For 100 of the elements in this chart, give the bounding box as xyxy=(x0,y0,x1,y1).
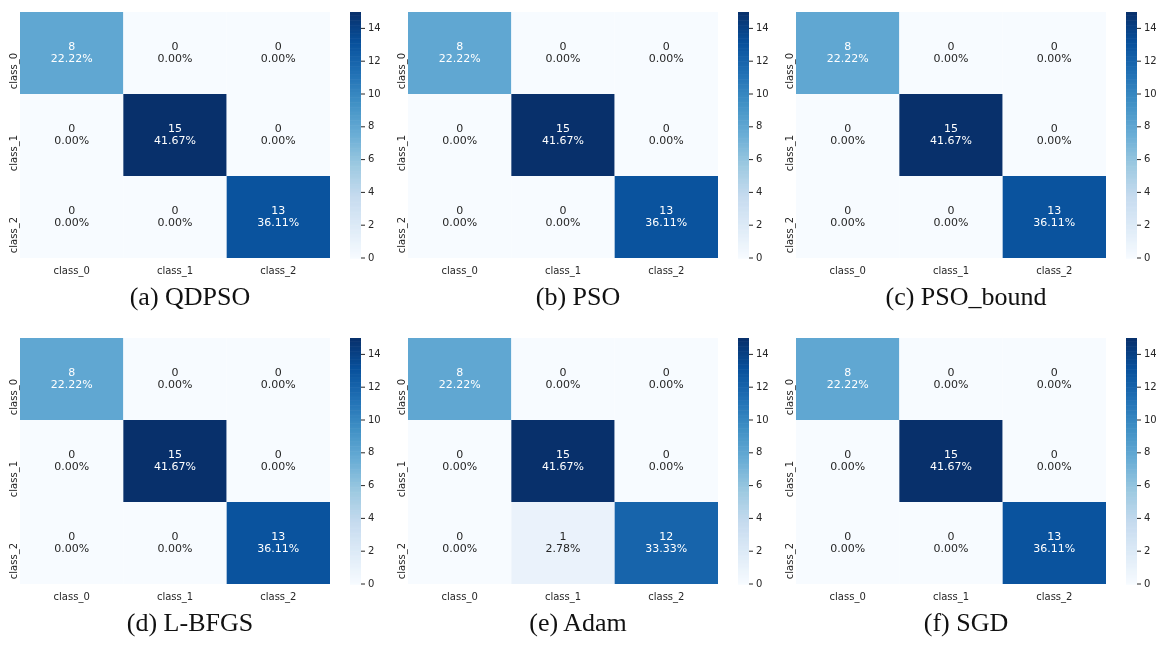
color-bar-label: 10 xyxy=(756,87,769,99)
color-bar-label: 6 xyxy=(368,479,375,491)
color-bar-label: 12 xyxy=(368,380,381,392)
data-label: 15 41.67% xyxy=(154,447,196,473)
data-label: 0 0.00% xyxy=(933,365,969,391)
data-label: 13 36.11% xyxy=(257,529,300,555)
x-tick-label: class_0 xyxy=(53,590,90,603)
text: (c) PSO_bound xyxy=(884,282,1048,312)
data-label: 8 22.22% xyxy=(826,39,869,65)
color-bar-label: 6 xyxy=(756,479,763,491)
data-label: 15 41.67% xyxy=(154,121,196,147)
data-label: 0 0.00% xyxy=(54,203,90,229)
y-tick-label: class_1 xyxy=(395,461,408,498)
x-tick-label: class_2 xyxy=(648,590,685,603)
data-label: 13 36.11% xyxy=(1033,529,1076,555)
data-label: 8 22.22% xyxy=(438,39,481,65)
x-tick-label: class_2 xyxy=(260,590,297,603)
color-bar-label: 6 xyxy=(1144,479,1151,491)
data-label: 15 41.67% xyxy=(930,121,972,147)
data-label: 0 0.00% xyxy=(1036,39,1072,65)
y-tick-label: class_2 xyxy=(7,217,20,254)
data-label: 1 2.78% xyxy=(545,529,581,555)
data-label: 0 0.00% xyxy=(260,365,296,391)
color-bar-label: 4 xyxy=(1144,511,1151,523)
data-label: 0 0.00% xyxy=(830,203,866,229)
data-label: 0 0.00% xyxy=(1036,121,1072,147)
data-label: 0 0.00% xyxy=(830,529,866,555)
x-tick-label: class_1 xyxy=(156,264,194,277)
color-bar-label: 4 xyxy=(1144,185,1151,197)
text: (f) SGD xyxy=(922,608,1010,638)
color-bar-label: 10 xyxy=(1144,413,1157,425)
data-label: 0 0.00% xyxy=(157,529,193,555)
color-bar-label: 14 xyxy=(1144,21,1157,33)
data-label: 0 0.00% xyxy=(648,121,684,147)
color-bar-label: 0 xyxy=(368,577,375,589)
color-bar-label: 4 xyxy=(756,511,763,523)
data-label: 13 36.11% xyxy=(257,203,300,229)
data-label: 0 0.00% xyxy=(54,447,90,473)
y-tick-label: class_1 xyxy=(395,135,408,172)
data-label: 0 0.00% xyxy=(157,365,193,391)
color-bar-label: 14 xyxy=(756,21,769,33)
color-bar-label: 10 xyxy=(368,413,381,425)
color-bar-label: 2 xyxy=(368,544,375,556)
x-tick-label: class_1 xyxy=(156,590,194,603)
color-bar-label: 12 xyxy=(756,380,769,392)
text: (a) QDPSO xyxy=(128,282,252,312)
color-bar-label: 6 xyxy=(368,153,375,165)
data-label: 0 0.00% xyxy=(545,365,581,391)
data-label: 0 0.00% xyxy=(54,529,90,555)
x-tick-label: class_1 xyxy=(932,590,970,603)
x-tick-label: class_0 xyxy=(441,264,478,277)
color-bar-label: 10 xyxy=(368,87,381,99)
data-label: 0 0.00% xyxy=(648,365,684,391)
y-tick-label: class_0 xyxy=(7,379,20,416)
data-label: 13 36.11% xyxy=(1033,203,1076,229)
data-label: 12 33.33% xyxy=(645,529,688,555)
data-label: 0 0.00% xyxy=(933,39,969,65)
data-label: 0 0.00% xyxy=(648,447,684,473)
y-tick-label: class_1 xyxy=(783,461,796,498)
color-bar-label: 0 xyxy=(1144,251,1151,263)
color-bar-label: 8 xyxy=(1144,120,1151,132)
data-label: 0 0.00% xyxy=(648,39,684,65)
data-label: 0 0.00% xyxy=(157,39,193,65)
data-label: 0 0.00% xyxy=(1036,365,1072,391)
data-label: 0 0.00% xyxy=(54,121,90,147)
color-bar-label: 8 xyxy=(756,120,763,132)
color-bar-label: 6 xyxy=(756,153,763,165)
data-label: 15 41.67% xyxy=(542,447,584,473)
color-bar-label: 0 xyxy=(756,251,763,263)
data-label: 0 0.00% xyxy=(933,203,969,229)
text: (e) Adam xyxy=(528,608,628,638)
data-label: 0 0.00% xyxy=(442,529,478,555)
text: (d) L-BFGS xyxy=(125,608,255,638)
color-bar-label: 8 xyxy=(368,120,375,132)
y-tick-label: class_2 xyxy=(7,543,20,580)
y-tick-label: class_0 xyxy=(395,379,408,416)
color-bar-label: 0 xyxy=(1144,577,1151,589)
color-bar-label: 2 xyxy=(756,544,763,556)
color-bar-label: 12 xyxy=(1144,380,1157,392)
color-bar-label: 14 xyxy=(368,21,381,33)
color-bar-label: 4 xyxy=(756,185,763,197)
data-label: 15 41.67% xyxy=(930,447,972,473)
data-label: 8 22.22% xyxy=(438,365,481,391)
color-bar-label: 8 xyxy=(368,446,375,458)
data-label: 0 0.00% xyxy=(442,203,478,229)
x-tick-label: class_1 xyxy=(544,264,582,277)
y-tick-label: class_2 xyxy=(783,217,796,254)
color-bar-label: 14 xyxy=(368,347,381,359)
x-tick-label: class_2 xyxy=(1036,590,1073,603)
data-label: 0 0.00% xyxy=(260,447,296,473)
data-label: 8 22.22% xyxy=(50,365,93,391)
data-label: 0 0.00% xyxy=(933,529,969,555)
x-tick-label: class_2 xyxy=(648,264,685,277)
data-label: 0 0.00% xyxy=(545,203,581,229)
data-label: 8 22.22% xyxy=(50,39,93,65)
data-label: 0 0.00% xyxy=(442,121,478,147)
color-bar-label: 12 xyxy=(368,54,381,66)
data-label: 0 0.00% xyxy=(545,39,581,65)
color-bar-label: 2 xyxy=(1144,544,1151,556)
color-bar-label: 2 xyxy=(756,218,763,230)
